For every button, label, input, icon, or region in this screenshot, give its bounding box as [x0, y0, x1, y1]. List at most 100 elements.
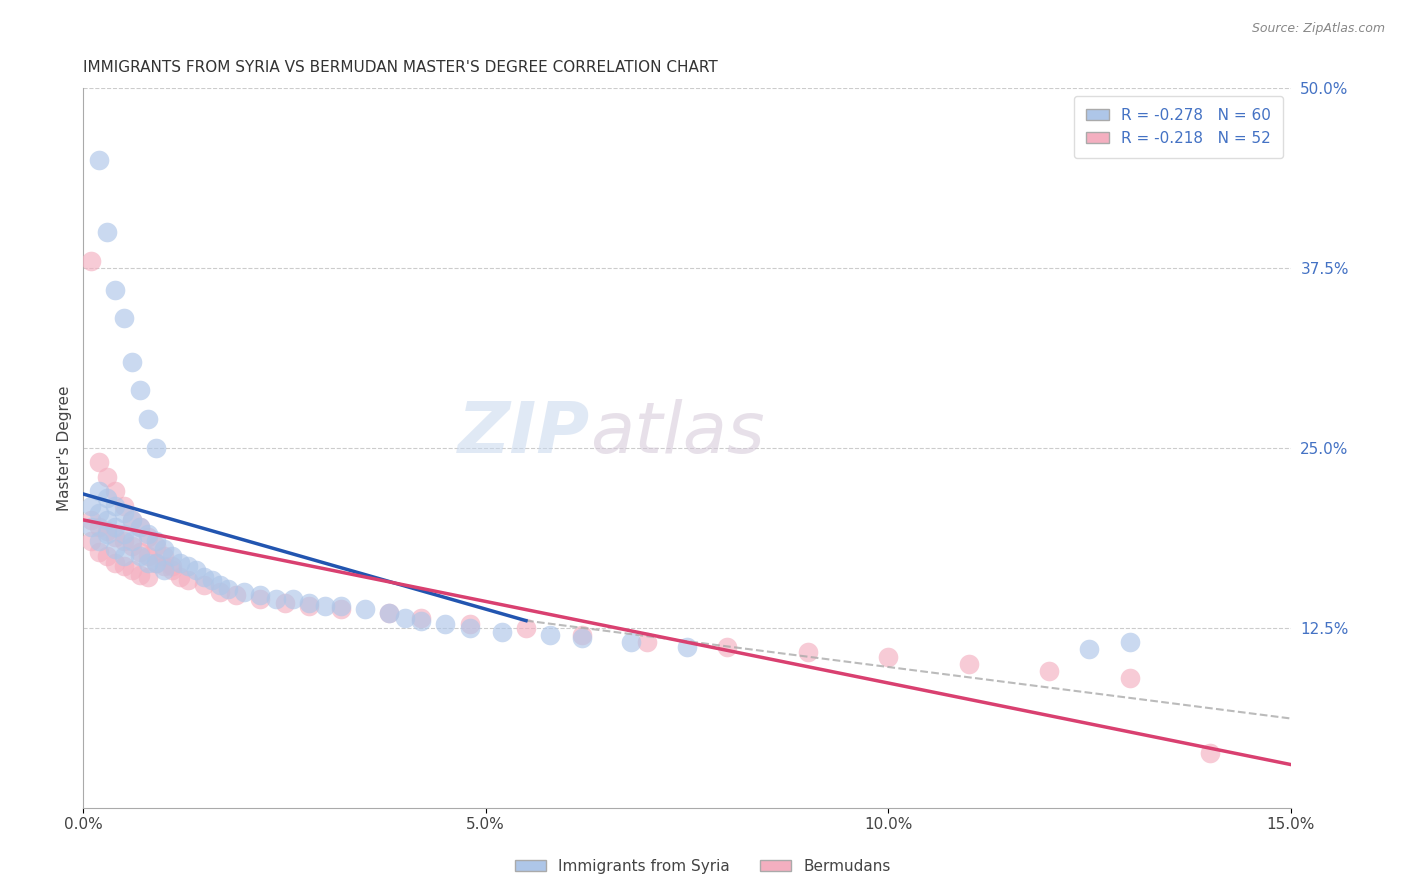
Point	[128, 567, 150, 582]
Point	[571, 631, 593, 645]
Point	[152, 563, 174, 577]
Point	[112, 311, 135, 326]
Point	[89, 544, 111, 558]
Point	[104, 484, 127, 499]
Point	[249, 588, 271, 602]
Point	[411, 614, 433, 628]
Point	[128, 544, 150, 558]
Point	[281, 592, 304, 607]
Point	[136, 530, 159, 544]
Point	[80, 520, 103, 534]
Text: ZIP: ZIP	[458, 399, 591, 468]
Point	[491, 625, 513, 640]
Point	[104, 520, 127, 534]
Point	[112, 506, 135, 520]
Point	[515, 621, 537, 635]
Point	[177, 558, 200, 573]
Point	[80, 499, 103, 513]
Text: IMMIGRANTS FROM SYRIA VS BERMUDAN MASTER'S DEGREE CORRELATION CHART: IMMIGRANTS FROM SYRIA VS BERMUDAN MASTER…	[83, 60, 718, 75]
Point	[458, 616, 481, 631]
Point	[458, 621, 481, 635]
Point	[298, 596, 321, 610]
Point	[112, 558, 135, 573]
Point	[145, 441, 167, 455]
Point	[80, 254, 103, 268]
Point	[89, 506, 111, 520]
Point	[434, 616, 457, 631]
Point	[1118, 635, 1140, 649]
Point	[193, 570, 215, 584]
Point	[1078, 642, 1101, 657]
Point	[104, 283, 127, 297]
Point	[96, 513, 118, 527]
Text: Source: ZipAtlas.com: Source: ZipAtlas.com	[1251, 22, 1385, 36]
Point	[128, 520, 150, 534]
Point	[112, 549, 135, 563]
Point	[96, 491, 118, 506]
Point	[957, 657, 980, 671]
Point	[249, 592, 271, 607]
Point	[877, 649, 900, 664]
Point	[378, 607, 401, 621]
Point	[378, 607, 401, 621]
Point	[1118, 671, 1140, 685]
Point	[177, 574, 200, 588]
Point	[121, 539, 143, 553]
Point	[160, 558, 183, 573]
Point	[89, 520, 111, 534]
Point	[201, 574, 224, 588]
Point	[796, 645, 818, 659]
Point	[89, 484, 111, 499]
Point	[160, 549, 183, 563]
Point	[121, 534, 143, 549]
Point	[96, 225, 118, 239]
Point	[225, 588, 247, 602]
Point	[716, 640, 738, 654]
Point	[538, 628, 561, 642]
Point	[676, 640, 699, 654]
Point	[121, 354, 143, 368]
Point	[329, 599, 352, 614]
Point	[89, 455, 111, 469]
Point	[411, 611, 433, 625]
Point	[394, 611, 416, 625]
Point	[145, 556, 167, 570]
Point	[152, 541, 174, 556]
Point	[209, 577, 232, 591]
Point	[112, 534, 135, 549]
Point	[152, 549, 174, 563]
Point	[571, 628, 593, 642]
Point	[152, 558, 174, 573]
Point	[80, 513, 103, 527]
Point	[80, 534, 103, 549]
Point	[96, 524, 118, 539]
Y-axis label: Master's Degree: Master's Degree	[58, 385, 72, 511]
Legend: R = -0.278   N = 60, R = -0.218   N = 52: R = -0.278 N = 60, R = -0.218 N = 52	[1074, 96, 1282, 158]
Point	[266, 592, 288, 607]
Point	[136, 549, 159, 563]
Point	[128, 520, 150, 534]
Point	[112, 499, 135, 513]
Point	[329, 602, 352, 616]
Point	[160, 563, 183, 577]
Point	[145, 534, 167, 549]
Point	[1199, 746, 1222, 760]
Point	[104, 556, 127, 570]
Point	[96, 549, 118, 563]
Point	[620, 635, 643, 649]
Point	[233, 585, 256, 599]
Point	[184, 563, 207, 577]
Point	[121, 563, 143, 577]
Point	[298, 599, 321, 614]
Point	[145, 556, 167, 570]
Point	[209, 585, 232, 599]
Point	[314, 599, 336, 614]
Point	[354, 602, 377, 616]
Point	[112, 527, 135, 541]
Point	[121, 513, 143, 527]
Point	[273, 596, 295, 610]
Point	[136, 556, 159, 570]
Point	[104, 530, 127, 544]
Point	[89, 534, 111, 549]
Point	[1038, 664, 1060, 678]
